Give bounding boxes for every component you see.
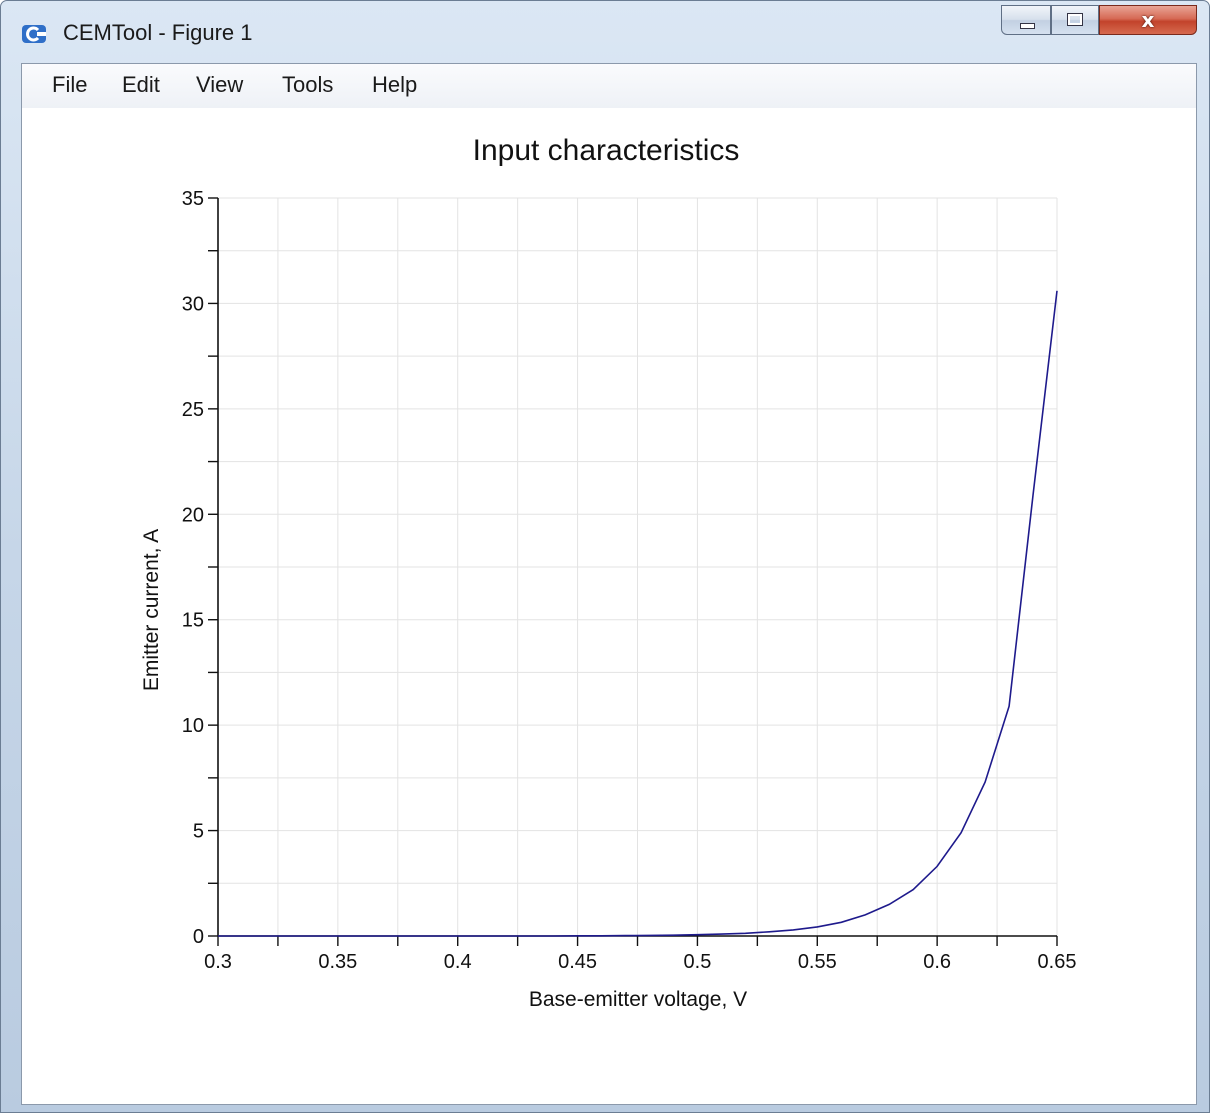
grid-lines bbox=[217, 197, 1058, 937]
menu-tools[interactable]: Tools bbox=[282, 72, 334, 97]
figure-client-area: File Edit View Tools Help Input characte… bbox=[21, 63, 1197, 1105]
y-tick-label: 20 bbox=[182, 504, 204, 526]
cemtool-app-icon bbox=[22, 25, 46, 43]
x-tick-label: 0.35 bbox=[318, 951, 357, 973]
x-axis-label: Base-emitter voltage, V bbox=[529, 988, 747, 1011]
chart-title: Input characteristics bbox=[473, 134, 740, 167]
input-characteristics-chart: Input characteristics 0.3 0.35 0.4 0.45 0.5 0… bbox=[140, 134, 1076, 1011]
menu-bar: File Edit View Tools Help bbox=[22, 64, 1196, 108]
y-tick-label: 30 bbox=[182, 293, 204, 315]
title-bar[interactable]: CEMTool - Figure 1 x bbox=[1, 1, 1210, 63]
x-tick-label: 0.6 bbox=[923, 951, 951, 973]
close-icon: x bbox=[1141, 8, 1155, 32]
x-tick-label: 0.3 bbox=[204, 951, 232, 973]
menu-view[interactable]: View bbox=[196, 72, 244, 97]
data-series bbox=[218, 290, 1058, 937]
window-caption-buttons: x bbox=[1001, 5, 1198, 41]
x-tick-label: 0.55 bbox=[798, 951, 837, 973]
x-tick-label: 0.5 bbox=[684, 951, 712, 973]
y-tick-labels: 0 5 10 15 20 25 30 35 bbox=[182, 188, 204, 948]
y-axis-label: Emitter current, A bbox=[140, 529, 163, 691]
y-tick-label: 35 bbox=[182, 188, 204, 210]
series-line bbox=[218, 290, 1058, 937]
maximize-icon bbox=[1067, 13, 1083, 26]
y-tick-label: 0 bbox=[193, 926, 204, 948]
x-tick-label: 0.4 bbox=[444, 951, 472, 973]
menu-edit[interactable]: Edit bbox=[122, 72, 160, 97]
window-title: CEMTool - Figure 1 bbox=[63, 20, 253, 45]
menu-file[interactable]: File bbox=[52, 72, 88, 97]
x-tick-label: 0.65 bbox=[1038, 951, 1077, 973]
x-tick-label: 0.45 bbox=[558, 951, 597, 973]
axes bbox=[208, 197, 1058, 946]
close-button[interactable]: x bbox=[1099, 5, 1197, 35]
menu-help[interactable]: Help bbox=[372, 72, 418, 97]
minimize-button[interactable] bbox=[1001, 5, 1051, 35]
x-tick-labels: 0.3 0.35 0.4 0.45 0.5 0.55 0.6 0.65 bbox=[204, 951, 1076, 973]
y-tick-label: 25 bbox=[182, 399, 204, 421]
minimize-icon bbox=[1020, 23, 1035, 29]
maximize-button[interactable] bbox=[1051, 5, 1099, 35]
y-tick-label: 15 bbox=[182, 610, 204, 632]
y-tick-label: 10 bbox=[182, 715, 204, 737]
y-tick-label: 5 bbox=[193, 821, 204, 843]
